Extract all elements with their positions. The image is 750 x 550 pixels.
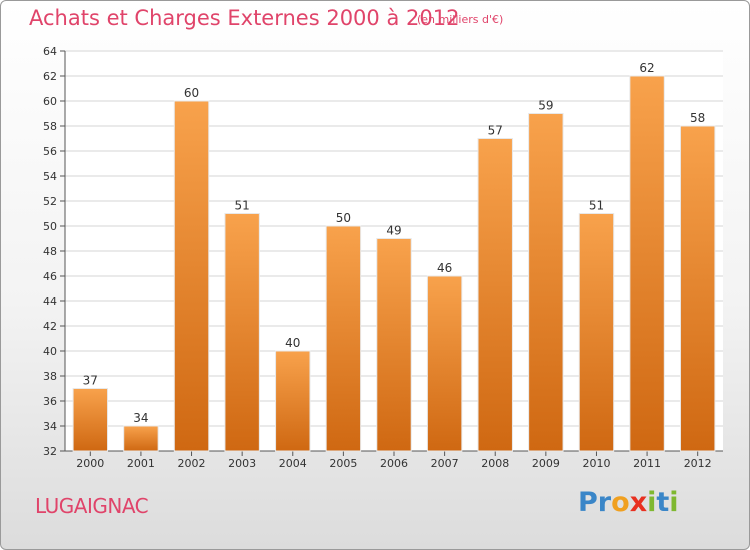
bar-value-label: 60 bbox=[184, 86, 199, 100]
x-tick-label: 2005 bbox=[329, 457, 357, 470]
bar-value-label: 58 bbox=[690, 111, 705, 125]
bar-value-label: 57 bbox=[488, 124, 503, 138]
x-tick-label: 2012 bbox=[684, 457, 712, 470]
y-tick-label: 46 bbox=[43, 270, 57, 283]
x-tick-label: 2008 bbox=[481, 457, 509, 470]
bar-2008 bbox=[477, 138, 513, 452]
logo-letter: x bbox=[629, 487, 648, 518]
bar-2012 bbox=[679, 125, 716, 452]
y-tick-label: 60 bbox=[43, 95, 57, 108]
bar-value-label: 50 bbox=[336, 211, 351, 225]
bar-value-label: 49 bbox=[386, 224, 401, 238]
bar-value-label: 46 bbox=[437, 261, 452, 275]
bar-2001 bbox=[123, 425, 159, 452]
chart-title: Achats et Charges Externes 2000 à 2012 bbox=[29, 6, 460, 30]
x-tick-label: 2004 bbox=[279, 457, 307, 470]
x-tick-label: 2010 bbox=[582, 457, 610, 470]
y-tick-label: 48 bbox=[43, 245, 57, 258]
x-tick-label: 2003 bbox=[228, 457, 256, 470]
bar-value-label: 62 bbox=[639, 61, 654, 75]
y-tick-label: 44 bbox=[43, 295, 57, 308]
x-tick-label: 2006 bbox=[380, 457, 408, 470]
bar-value-label: 40 bbox=[285, 336, 300, 350]
y-tick-label: 40 bbox=[43, 345, 57, 358]
y-tick-label: 54 bbox=[43, 170, 57, 183]
y-tick-label: 56 bbox=[43, 145, 57, 158]
x-tick-label: 2000 bbox=[76, 457, 104, 470]
logo-letter: o bbox=[611, 487, 630, 518]
proxiti-logo: Proxiti bbox=[578, 487, 679, 518]
y-tick-label: 32 bbox=[43, 445, 57, 458]
y-tick-label: 58 bbox=[43, 120, 57, 133]
bar-2002 bbox=[173, 100, 210, 452]
x-tick-label: 2007 bbox=[431, 457, 459, 470]
place-name: LUGAIGNAC bbox=[35, 494, 149, 518]
logo-letter: i bbox=[669, 487, 679, 518]
bar-value-label: 37 bbox=[83, 374, 98, 388]
labels: 37 34 60 51 40 50 49 46 57 59 51 62 58 bbox=[83, 61, 706, 425]
y-tick-label: 34 bbox=[43, 420, 57, 433]
x-tick-label: 2001 bbox=[127, 457, 155, 470]
logo-letter: t bbox=[656, 487, 670, 518]
y-tick-label: 50 bbox=[43, 220, 57, 233]
bar-2011 bbox=[629, 75, 665, 452]
bar-2006 bbox=[376, 238, 412, 452]
x-tick-label: 2011 bbox=[633, 457, 661, 470]
x-tick-label: 2009 bbox=[532, 457, 560, 470]
y-tick-label: 38 bbox=[43, 370, 57, 383]
logo-letter: P bbox=[578, 487, 598, 518]
bar-value-label: 34 bbox=[133, 411, 148, 425]
bars bbox=[72, 75, 716, 452]
bar-2009 bbox=[528, 113, 564, 452]
bar-2000 bbox=[72, 388, 109, 452]
y-tick-label: 62 bbox=[43, 70, 57, 83]
y-tick-label: 52 bbox=[43, 195, 57, 208]
bar-value-label: 51 bbox=[235, 199, 250, 213]
chart-subtitle: (en milliers d'€) bbox=[417, 13, 504, 26]
bar-value-label: 59 bbox=[538, 99, 553, 113]
logo-letter: i bbox=[647, 487, 657, 518]
x-tick-label: 2002 bbox=[178, 457, 206, 470]
y-tick-label: 36 bbox=[43, 395, 57, 408]
bar-2007 bbox=[426, 275, 463, 452]
logo-letter: r bbox=[597, 487, 612, 518]
bar-2010 bbox=[578, 213, 615, 452]
bar-2004 bbox=[275, 350, 311, 452]
bar-value-label: 51 bbox=[589, 199, 604, 213]
y-tick-label: 64 bbox=[43, 45, 57, 58]
bar-2003 bbox=[224, 213, 260, 452]
bar-2005 bbox=[325, 225, 362, 452]
y-tick-label: 42 bbox=[43, 320, 57, 333]
